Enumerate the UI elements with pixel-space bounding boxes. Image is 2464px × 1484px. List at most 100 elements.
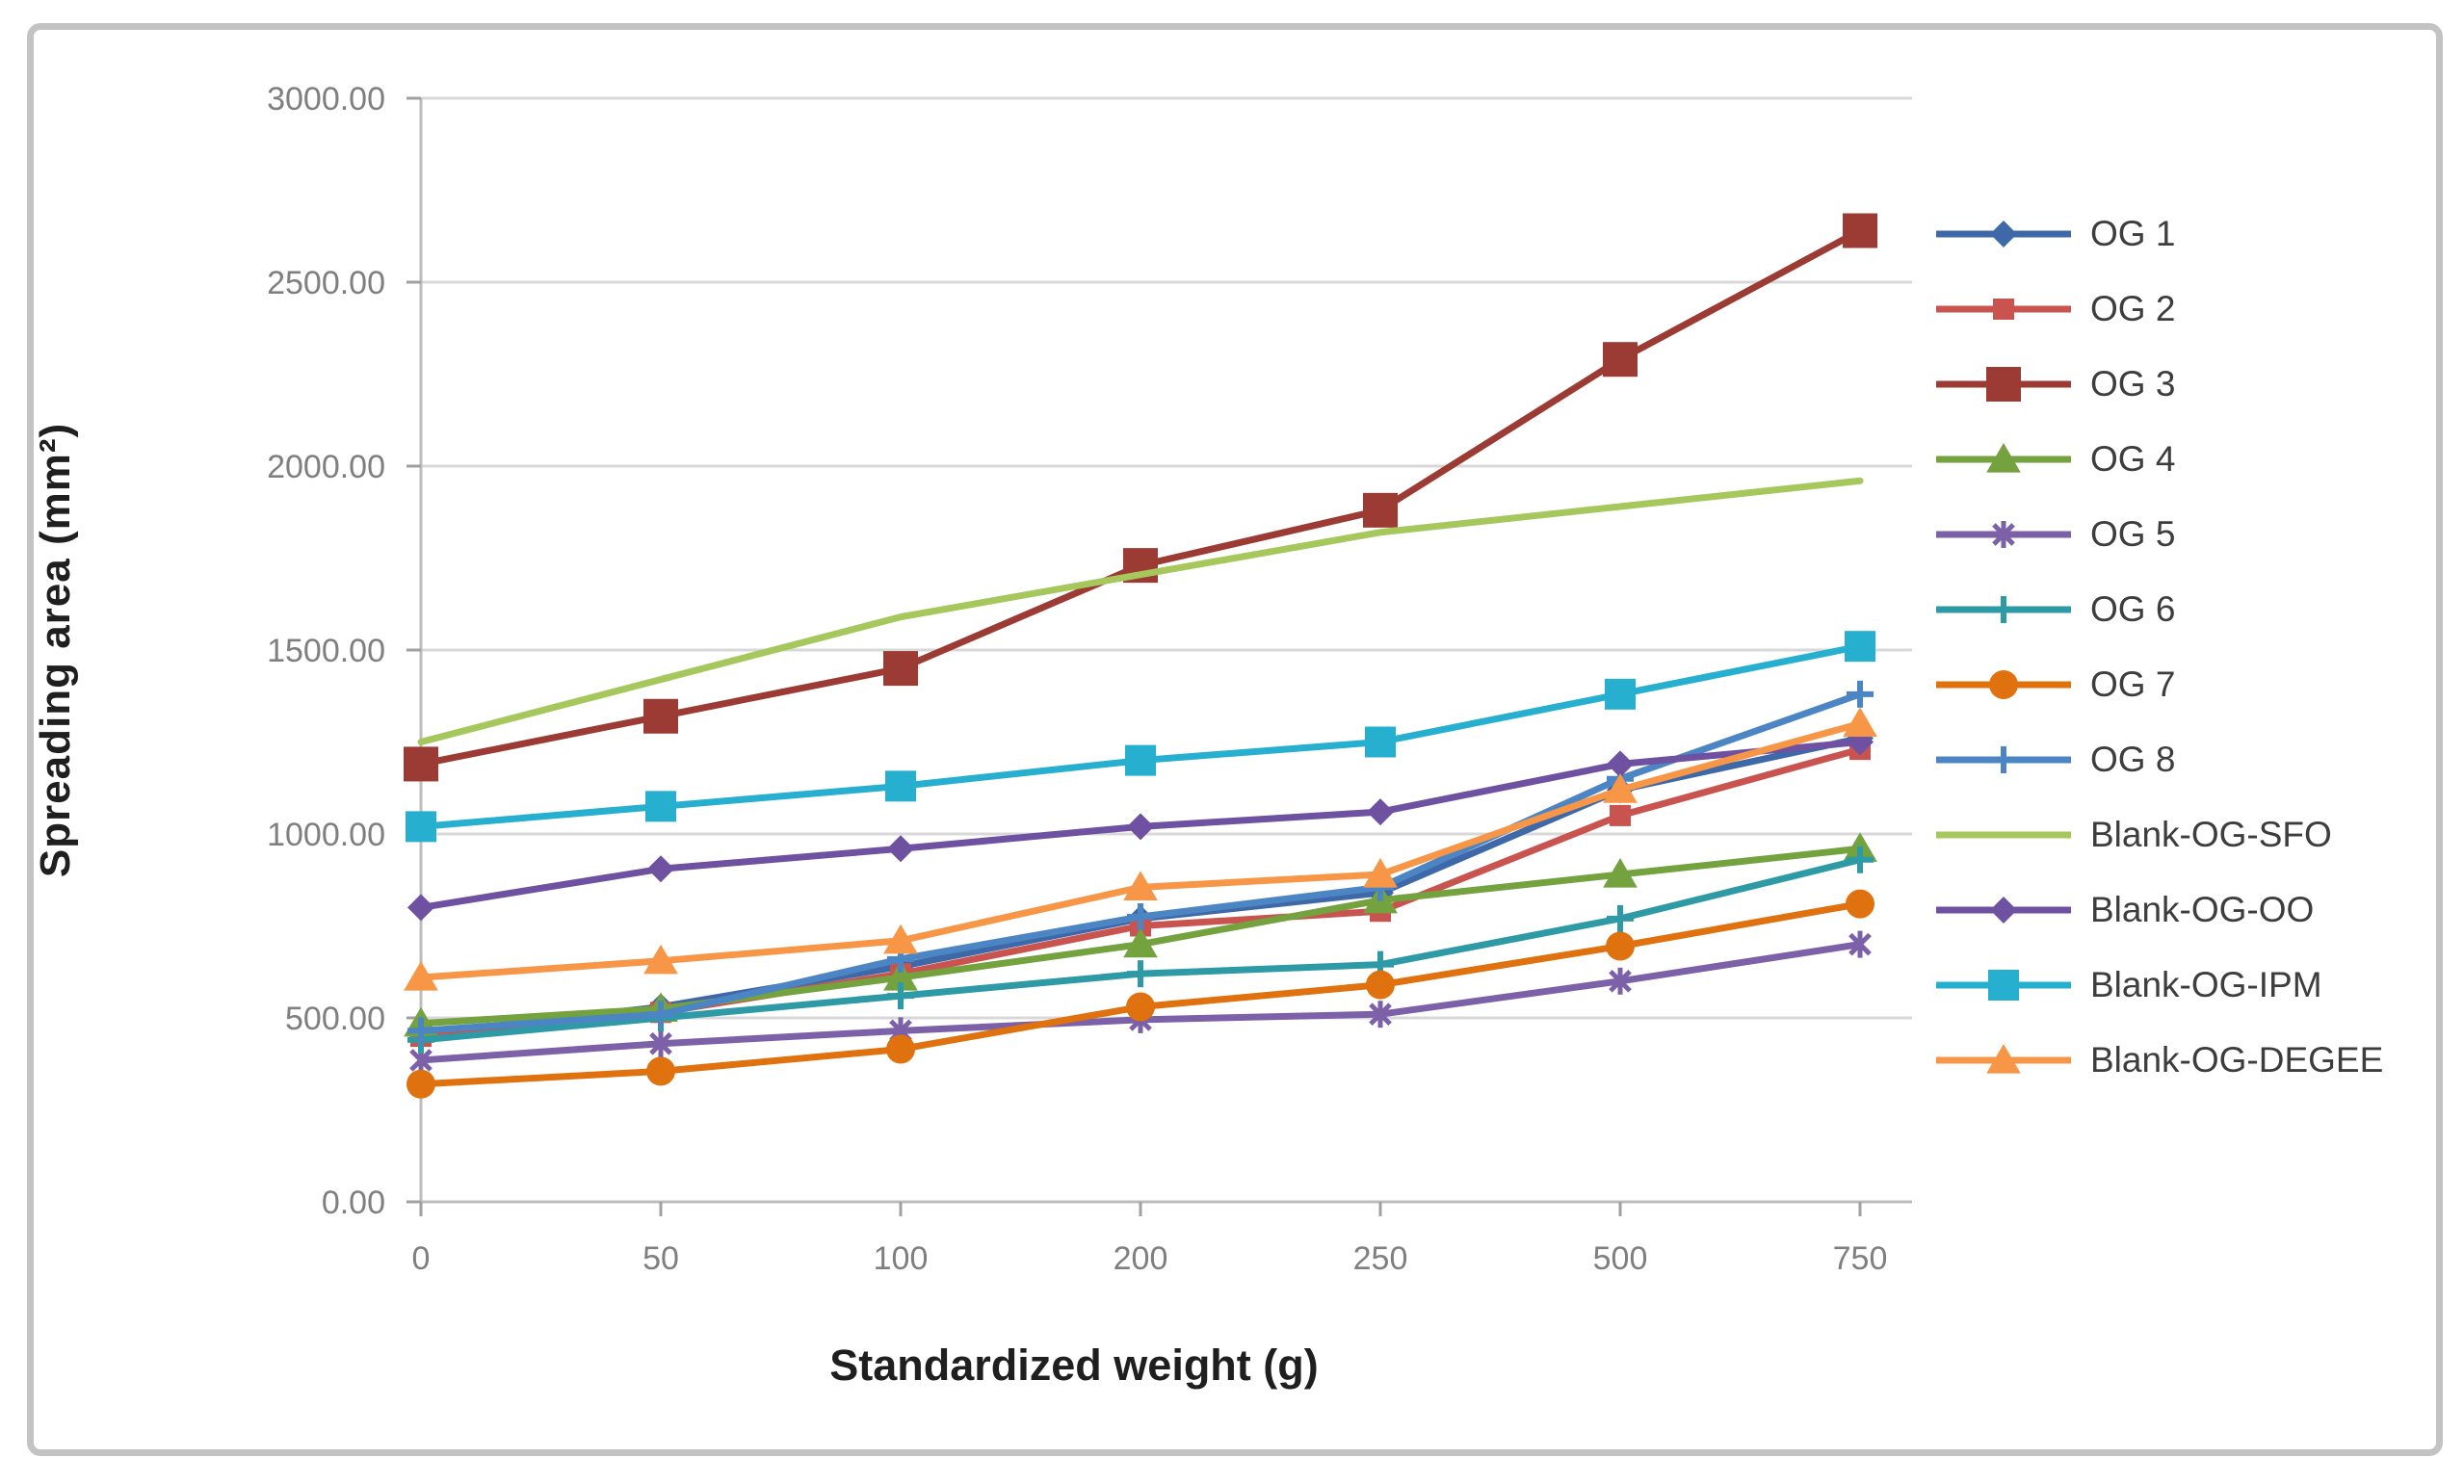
circle-marker xyxy=(1989,670,2018,699)
square-large-marker xyxy=(643,698,678,734)
asterisk-marker xyxy=(1992,523,2015,546)
diamond-marker xyxy=(1990,221,2017,247)
triangle-marker xyxy=(883,924,918,954)
legend-item-og-6: OG 6 xyxy=(1936,572,2383,647)
legend-marker-swatch xyxy=(1936,670,2071,699)
square-marker xyxy=(406,811,436,843)
legend-marker-swatch xyxy=(1936,970,2071,1001)
square-marker xyxy=(1845,631,1875,663)
y-tick-label: 500.00 xyxy=(285,1001,385,1037)
diamond-marker xyxy=(1990,897,2017,924)
circle-marker xyxy=(406,1069,435,1099)
square-large-marker xyxy=(404,746,438,782)
legend-marker-swatch xyxy=(1936,897,2071,924)
x-axis-title: Standardized weight (g) xyxy=(829,1341,1319,1390)
triangle-marker xyxy=(643,944,678,975)
triangle-marker xyxy=(1843,707,1877,737)
circle-marker xyxy=(1366,970,1395,1000)
circle-marker xyxy=(886,1034,915,1064)
legend-item-og-5: OG 5 xyxy=(1936,497,2383,572)
circle-marker xyxy=(1846,889,1874,919)
series-og-8 xyxy=(407,680,1874,1045)
square-large-marker xyxy=(1363,492,1398,528)
square-small-marker xyxy=(1610,804,1631,826)
legend-label: OG 4 xyxy=(2090,439,2176,479)
legend-marker-swatch xyxy=(1936,443,2071,473)
diamond-marker xyxy=(407,894,434,922)
square-marker xyxy=(1605,678,1636,710)
legend-label: Blank-OG-IPM xyxy=(2090,965,2322,1004)
triangle-marker xyxy=(1603,773,1638,803)
asterisk-marker xyxy=(1848,932,1872,956)
legend-label: OG 5 xyxy=(2090,514,2176,554)
legend-marker-swatch xyxy=(1936,221,2071,247)
square-large-marker xyxy=(1986,367,2021,402)
legend-label: OG 8 xyxy=(2090,740,2176,779)
x-tick-label: 250 xyxy=(1353,1240,1408,1277)
asterisk-marker xyxy=(649,1031,672,1055)
legend-item-blank-og-ipm: Blank-OG-IPM xyxy=(1936,948,2383,1023)
legend-label: OG 6 xyxy=(2090,589,2176,629)
series-blank-og-ipm xyxy=(406,631,1875,843)
legend-item-og-3: OG 3 xyxy=(1936,347,2383,422)
legend-marker-swatch xyxy=(1936,367,2071,402)
x-tick-label: 750 xyxy=(1833,1240,1888,1277)
circle-marker xyxy=(646,1056,675,1086)
square-marker xyxy=(1365,726,1396,758)
asterisk-marker xyxy=(409,1049,433,1072)
legend-item-og-8: OG 8 xyxy=(1936,722,2383,797)
square-marker xyxy=(645,791,676,822)
legend-label: Blank-OG-DEGEE xyxy=(2090,1040,2384,1080)
y-tick-label: 2000.00 xyxy=(267,449,385,485)
square-marker xyxy=(1988,970,2019,1001)
legend-marker-swatch xyxy=(1936,299,2071,320)
triangle-marker xyxy=(404,960,438,991)
legend: OG 1 OG 2 OG 3 OG 4 OG 5 OG 6 OG 7 OG 8 Blank-OG… xyxy=(1936,196,2383,1098)
square-large-marker xyxy=(1843,213,1877,248)
legend-item-blank-og-oo: Blank-OG-OO xyxy=(1936,872,2383,948)
y-tick-label: 2500.00 xyxy=(267,265,385,301)
y-tick-label: 3000.00 xyxy=(267,81,385,117)
legend-marker-swatch xyxy=(1936,746,2071,773)
square-large-marker xyxy=(883,651,918,687)
series-line xyxy=(417,477,1864,745)
series-og-3 xyxy=(404,213,1877,782)
legend-item-blank-og-degee: Blank-OG-DEGEE xyxy=(1936,1023,2383,1098)
square-small-marker xyxy=(1993,299,2014,320)
legend-marker-swatch xyxy=(1936,596,2071,623)
circle-marker xyxy=(1606,931,1635,961)
square-marker xyxy=(885,770,916,802)
square-large-marker xyxy=(1603,342,1638,378)
diamond-marker xyxy=(887,835,914,863)
series-og-7 xyxy=(406,889,1874,1099)
legend-marker-swatch xyxy=(1936,521,2071,548)
y-tick-label: 0.00 xyxy=(322,1185,385,1221)
legend-marker-swatch xyxy=(1936,831,2071,839)
x-tick-label: 200 xyxy=(1114,1240,1168,1277)
circle-marker xyxy=(1126,992,1155,1022)
series-blank-og-degee xyxy=(404,707,1877,991)
x-tick-label: 0 xyxy=(412,1240,431,1277)
y-tick-label: 1000.00 xyxy=(267,817,385,853)
x-tick-label: 500 xyxy=(1593,1240,1648,1277)
series-line xyxy=(417,642,1864,830)
legend-label: OG 3 xyxy=(2090,364,2176,404)
legend-item-og-4: OG 4 xyxy=(1936,422,2383,497)
legend-label: OG 2 xyxy=(2090,289,2176,328)
legend-item-og-7: OG 7 xyxy=(1936,647,2383,722)
square-marker xyxy=(1125,744,1156,776)
asterisk-marker xyxy=(1369,1002,1392,1027)
legend-item-og-2: OG 2 xyxy=(1936,272,2383,347)
series-blank-og-sfo xyxy=(417,477,1864,745)
x-tick-label: 50 xyxy=(642,1240,679,1277)
legend-label: Blank-OG-SFO xyxy=(2090,815,2332,854)
y-axis-title: Spreading area (mm²) xyxy=(32,422,79,878)
triangle-marker xyxy=(1603,858,1638,888)
legend-label: OG 1 xyxy=(2090,214,2176,253)
triangle-marker xyxy=(1123,927,1158,958)
diamond-marker xyxy=(1367,798,1394,826)
triangle-marker xyxy=(1986,1044,2021,1074)
y-tick-label: 1500.00 xyxy=(267,633,385,669)
